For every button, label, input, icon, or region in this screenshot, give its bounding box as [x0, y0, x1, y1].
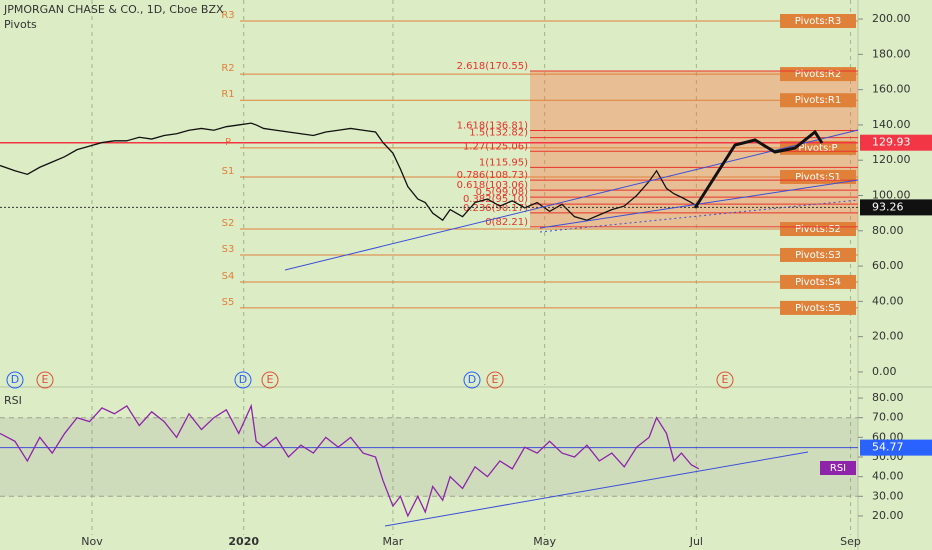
x-tick-label: Jul [689, 535, 703, 548]
fib-label: 1.618(136.81) [457, 121, 529, 132]
fib-label: 2.618(170.55) [457, 61, 529, 72]
rsi-title: RSI [4, 394, 22, 407]
event-label: D [239, 373, 247, 386]
event-markers: D E D E D E E [6, 371, 734, 389]
pivot-name: R2 [221, 63, 234, 74]
pivot-name: S5 [222, 297, 235, 308]
rsi-trend-line [384, 451, 809, 527]
trend-line [539, 199, 859, 233]
pivot-name: R3 [221, 10, 234, 21]
y-tick-label: 0.00 [872, 365, 897, 378]
y-tick-label: 60.00 [872, 259, 904, 272]
projection-path [693, 129, 824, 209]
y-tick-label: 120.00 [872, 153, 911, 166]
pivot-badge [780, 300, 856, 315]
x-tick-label: Nov [81, 535, 103, 548]
y-tick-label: 160.00 [872, 83, 911, 96]
pivot-label: Pivots:S5 [795, 303, 841, 314]
price-marker-label: 129.93 [872, 136, 911, 149]
rsi-name-badge [820, 461, 856, 475]
y-tick-label: 30.00 [872, 489, 904, 502]
y-tick-label: 100.00 [872, 188, 911, 201]
fib-label: 1.5(132.82) [469, 128, 528, 139]
y-tick-label: 80.00 [872, 224, 904, 237]
indicator-label: Pivots [4, 18, 37, 31]
pivot-badge [780, 93, 856, 108]
fib-label: 0.5(99.08) [476, 187, 528, 198]
pivot-badge [780, 13, 856, 28]
pivot-name: S3 [222, 244, 235, 255]
rsi-band [0, 417, 858, 497]
pivot-name: R1 [221, 89, 234, 100]
y-tick-label: 200.00 [872, 12, 911, 25]
x-tick-label: 2020 [228, 535, 259, 548]
rsi-line [0, 403, 700, 518]
price-marker-badge [860, 134, 932, 151]
event-circle [261, 371, 279, 389]
x-tick-label: Mar [383, 535, 404, 548]
fib-label: 1.27(125.06) [463, 141, 528, 152]
pivot-label: Pivots:S3 [795, 250, 841, 261]
event-circle [6, 371, 24, 389]
price-line [0, 122, 700, 222]
event-label: E [722, 373, 729, 386]
fib-label: 0.618(103.06) [457, 180, 529, 191]
pivot-label: Pivots:S2 [795, 224, 841, 235]
pivot-label: Pivots:R3 [795, 16, 841, 27]
pivot-label: Pivots:S4 [795, 277, 841, 288]
pivot-label: Pivots:S1 [795, 172, 841, 183]
chart-title: JPMORGAN CHASE & CO., 1D, Cboe BZX [3, 3, 224, 16]
event-circle [36, 371, 54, 389]
pivot-label: Pivots:R2 [795, 69, 841, 80]
y-tick-label: 180.00 [872, 47, 911, 60]
y-tick-label: 70.00 [872, 411, 904, 424]
event-label: D [468, 373, 476, 386]
pivot-label: Pivots:R1 [795, 95, 841, 106]
event-circle [234, 371, 252, 389]
event-label: E [267, 373, 274, 386]
pivot-name: S1 [222, 166, 235, 177]
event-label: E [42, 373, 49, 386]
fib-label: 0(82.21) [485, 217, 528, 228]
fib-label: 0.786(108.73) [457, 170, 529, 181]
last-price-label: 93.26 [872, 200, 904, 213]
last-price-badge [860, 199, 932, 216]
y-tick-label: 20.00 [872, 509, 904, 522]
x-tick-label: Sep [840, 535, 861, 548]
event-label: D [11, 373, 19, 386]
pivot-name: S2 [222, 218, 235, 229]
fib-label: 0.382(95.10) [463, 194, 528, 205]
y-tick-label: 20.00 [872, 330, 904, 343]
event-label: E [492, 373, 499, 386]
pivot-label: Pivots:P [798, 143, 837, 154]
event-circle [463, 371, 481, 389]
rsi-name-label: RSI [830, 463, 846, 474]
event-circle [486, 371, 504, 389]
event-circle [716, 371, 734, 389]
x-tick-label: May [533, 535, 556, 548]
y-tick-label: 40.00 [872, 294, 904, 307]
pivot-badge [780, 222, 856, 237]
rsi-level-label: 54.77 [872, 441, 904, 454]
y-tick-label: 80.00 [872, 391, 904, 404]
y-tick-label: 40.00 [872, 470, 904, 483]
pivot-badge [780, 274, 856, 289]
rsi-level-badge [860, 439, 932, 456]
fib-label: 1(115.95) [479, 157, 528, 168]
pivot-name: S4 [222, 271, 235, 282]
pivot-badge [780, 247, 856, 262]
y-tick-label: 140.00 [872, 118, 911, 131]
fib-label: 0.236(90.17) [463, 203, 528, 214]
trend-line [284, 129, 859, 271]
